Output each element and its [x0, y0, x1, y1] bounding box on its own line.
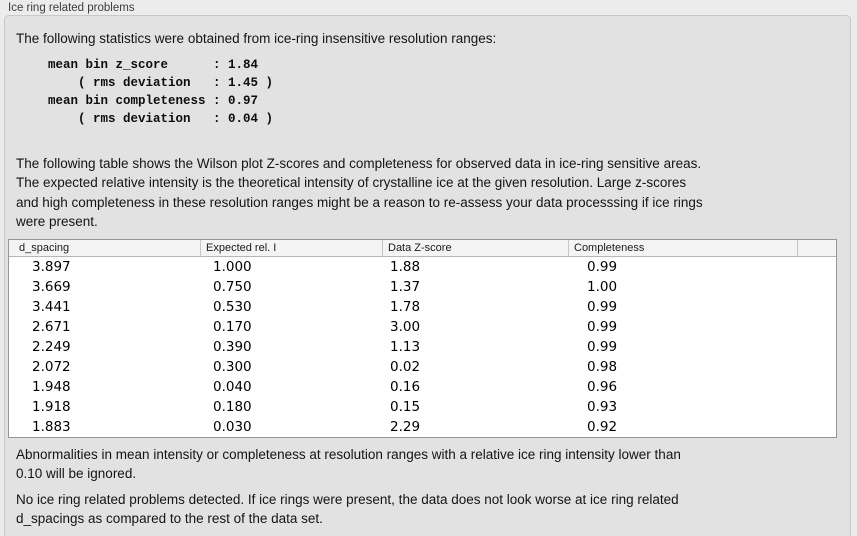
conclusion-text: No ice ring related problems detected. I… [16, 492, 679, 527]
table-cell: 1.88 [390, 259, 421, 275]
ignore-note: Abnormalities in mean intensity or compl… [16, 447, 681, 482]
table-cell: 3.897 [32, 259, 71, 275]
table-row[interactable]: 2.671 0.170 3.00 0.99 [9, 317, 836, 337]
panel-title: Ice ring related problems [8, 2, 135, 14]
table-cell: 2.671 [32, 319, 71, 335]
table-cell: 2.072 [32, 359, 71, 375]
table-row[interactable]: 2.072 0.300 0.02 0.98 [9, 357, 836, 377]
table-cell-filler [797, 357, 836, 377]
table-cell: 0.02 [390, 359, 421, 375]
table-cell: 0.040 [213, 379, 252, 395]
statistics-block: mean bin z_score : 1.84 ( rms deviation … [48, 58, 274, 126]
table-cell: 0.300 [213, 359, 252, 375]
table-row[interactable]: 3.669 0.750 1.37 1.00 [9, 277, 836, 297]
table-cell: 1.918 [32, 399, 71, 415]
column-header-d-spacing: d_spacing [19, 242, 70, 254]
table-cell: 1.37 [390, 279, 421, 295]
table-cell: 0.030 [213, 419, 252, 435]
table-cell: 3.441 [32, 299, 71, 315]
table-cell: 1.00 [587, 279, 618, 295]
table-row[interactable]: 1.883 0.030 2.29 0.92 [9, 417, 836, 437]
column-header-filler [797, 240, 836, 256]
column-header-expected-rel-i: Expected rel. I [200, 240, 382, 256]
table-cell-filler [797, 257, 836, 277]
table-cell: 0.750 [213, 279, 252, 295]
table-cell: 1.948 [32, 379, 71, 395]
table-cell-filler [797, 317, 836, 337]
table-cell: 1.78 [390, 299, 421, 315]
table-cell: 0.530 [213, 299, 252, 315]
table-cell-filler [797, 277, 836, 297]
intro-text: The following statistics were obtained f… [16, 31, 497, 46]
table-row[interactable]: 1.948 0.040 0.16 0.96 [9, 377, 836, 397]
table-cell: 1.13 [390, 339, 421, 355]
table-cell: 3.669 [32, 279, 71, 295]
table-row[interactable]: 1.918 0.180 0.15 0.93 [9, 397, 836, 417]
table-row[interactable]: 2.249 0.390 1.13 0.99 [9, 337, 836, 357]
table-cell: 0.99 [587, 259, 618, 275]
table-cell: 0.16 [390, 379, 421, 395]
table-cell: 0.93 [587, 399, 618, 415]
table-cell: 0.98 [587, 359, 618, 375]
ice-ring-table: d_spacing Expected rel. I Data Z-score Comp… [8, 239, 837, 438]
table-body: 3.897 1.000 1.88 0.99 3.669 0.750 1.37 1.00 3.44… [9, 257, 836, 437]
table-cell-filler [797, 297, 836, 317]
table-cell: 0.99 [587, 339, 618, 355]
table-cell-filler [797, 377, 836, 397]
table-cell: 0.92 [587, 419, 618, 435]
table-header: d_spacing Expected rel. I Data Z-score Comp… [9, 240, 836, 257]
table-cell: 0.15 [390, 399, 421, 415]
column-header-data-z-score: Data Z-score [382, 240, 568, 256]
table-cell: 3.00 [390, 319, 421, 335]
table-row[interactable]: 3.441 0.530 1.78 0.99 [9, 297, 836, 317]
table-description: The following table shows the Wilson plo… [16, 156, 703, 230]
table-cell: 2.29 [390, 419, 421, 435]
table-cell: 0.99 [587, 299, 618, 315]
table-cell-filler [797, 337, 836, 357]
table-cell: 0.96 [587, 379, 618, 395]
table-cell: 0.170 [213, 319, 252, 335]
table-cell: 1.883 [32, 419, 71, 435]
table-cell-filler [797, 397, 836, 417]
table-row[interactable]: 3.897 1.000 1.88 0.99 [9, 257, 836, 277]
table-cell-filler [797, 417, 836, 437]
table-cell: 1.000 [213, 259, 252, 275]
table-cell: 0.99 [587, 319, 618, 335]
table-cell: 2.249 [32, 339, 71, 355]
table-cell: 0.180 [213, 399, 252, 415]
table-cell: 0.390 [213, 339, 252, 355]
column-header-completeness: Completeness [568, 240, 797, 256]
